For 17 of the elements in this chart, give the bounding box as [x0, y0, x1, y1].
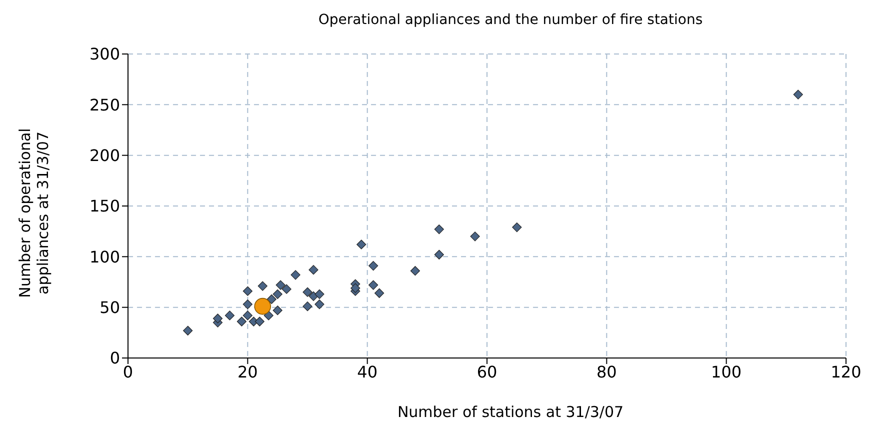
x-tick-label: 40 [357, 362, 378, 382]
y-tick-label: 200 [89, 146, 120, 166]
x-tick-label: 20 [237, 362, 258, 382]
y-tick-label: 100 [89, 247, 120, 266]
y-tick-label: 250 [89, 95, 120, 114]
y-tick-label: 300 [89, 44, 120, 64]
x-tick-label: 80 [596, 362, 617, 382]
y-tick-label: 0 [110, 348, 120, 368]
y-axis-title: Number of operational appliances at 31/3/07 [16, 128, 52, 298]
y-tick-label: 150 [89, 196, 120, 216]
x-tick-label: 120 [830, 362, 862, 382]
x-tick-label: 100 [711, 362, 742, 382]
x-axis-title: Number of stations at 31/3/07 [396, 403, 625, 421]
chart-title: Operational appliances and the number of fire stations [317, 12, 704, 28]
y-tick-label: 50 [100, 298, 120, 318]
x-tick-label: 0 [122, 362, 134, 382]
x-tick-label: 60 [476, 362, 498, 382]
